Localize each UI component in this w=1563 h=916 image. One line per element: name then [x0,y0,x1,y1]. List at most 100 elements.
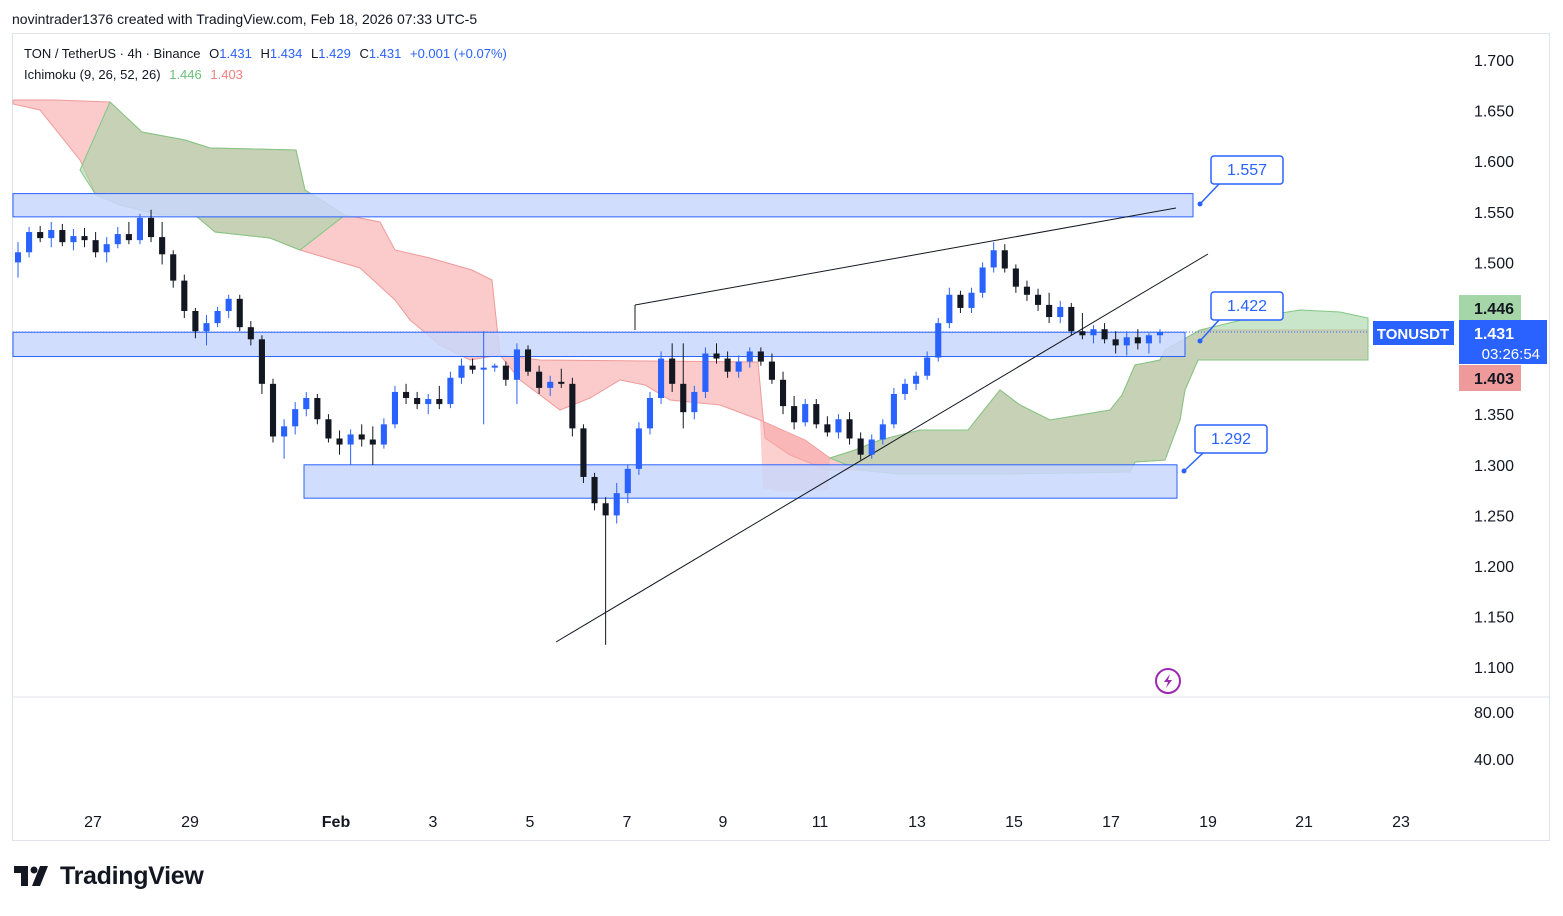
candle [247,321,254,346]
price-tick: 1.200 [1474,559,1514,576]
time-tick: 5 [526,814,535,831]
zone-box-2[interactable] [12,331,1186,358]
candle [292,402,299,435]
ohlc-close: C1.431 [359,46,402,61]
candle [1012,264,1019,293]
candle-body [258,339,265,384]
candle-body [1145,335,1152,344]
span-a-tag [1459,295,1521,321]
candle-body [147,217,155,238]
candle-body [26,232,33,253]
candle-body [602,503,609,516]
candle-body [380,424,387,445]
candle [824,416,831,437]
candle [968,287,975,313]
callout-label: 1.422 [1227,298,1267,315]
bar-countdown: 03:26:54 [1482,346,1540,363]
symbol-tag-text: TONUSDT [1377,326,1449,343]
candle-body [269,383,277,437]
candle [547,375,554,396]
candle [114,226,121,249]
tradingview-logo[interactable]: TradingView [14,862,204,891]
alert-icon[interactable] [1155,668,1181,694]
candle-body [901,383,909,394]
candle [735,355,742,378]
candle-body [48,230,55,239]
candle [979,262,986,298]
time-tick: 23 [1392,814,1410,831]
candle [779,371,787,415]
candle [1034,288,1042,311]
legend-symbol[interactable]: TON / TetherUS · 4h · Binance [24,46,201,61]
candle [214,306,221,328]
candle-body [824,424,831,433]
cloud-bull-1 [79,101,346,251]
candle-body [192,310,199,332]
symbol-tag[interactable] [1373,321,1454,345]
candle [646,391,654,435]
candle-body [669,358,676,384]
candle [403,383,410,405]
candle-body [702,353,709,392]
callout-label: 1.557 [1227,162,1267,179]
zone-box-3[interactable] [303,464,1178,499]
candle [924,351,931,380]
time-tick: 15 [1005,814,1023,831]
current-price-value: 1.431 [1474,326,1514,343]
candle-body [236,298,243,328]
price-callout-3[interactable]: 1.292 [1181,424,1268,474]
candle-body [502,365,509,380]
trendline-lower[interactable] [555,253,1209,643]
candle-body [114,234,121,245]
tradingview-logo-icon [14,865,48,886]
candle [569,377,576,437]
zone-box-1[interactable] [12,193,1194,218]
candle-body [403,391,410,399]
candle [92,232,99,258]
time-tick: 27 [84,814,102,831]
candle-body [159,237,166,255]
candle [436,385,443,410]
current-price-tag [1459,320,1547,364]
indicator-value-2: 1.403 [210,67,243,82]
candle [702,347,709,399]
candle-body [691,391,698,413]
candle [624,464,631,504]
time-tick: 29 [181,814,199,831]
oscillator-tick: 40.00 [1474,752,1514,769]
candle [447,371,454,409]
time-tick: 13 [908,814,926,831]
candle-body [136,217,144,241]
candle [1057,300,1064,324]
candle-body [247,327,254,340]
candle-body [480,367,487,370]
candle [380,418,387,449]
candle [613,483,620,524]
callout-anchor [1197,201,1203,207]
price-callout-2[interactable]: 1.422 [1197,291,1284,344]
candle-body [536,371,543,388]
candle-body [447,377,454,405]
indicator-name[interactable]: Ichimoku (9, 26, 52, 26) [24,67,161,82]
candle [901,378,909,401]
candle [1046,292,1053,324]
candle [502,361,509,386]
candle-body [635,428,642,469]
span-b-value: 1.403 [1474,371,1514,388]
candle [1001,244,1008,273]
candle-body [1012,268,1019,287]
price-callout-1[interactable]: 1.557 [1197,155,1284,207]
ichimoku-cloud [12,99,1369,492]
time-tick: 17 [1102,814,1120,831]
candle-body [913,375,920,384]
ohlc-change: +0.001 (+0.07%) [410,46,507,61]
callout-pointer [1199,319,1220,342]
candle [669,343,676,392]
trendlines[interactable] [555,207,1209,643]
price-tick: 1.150 [1474,610,1514,627]
candle [1134,329,1141,350]
candle [558,368,565,388]
callout-anchor [1181,468,1187,474]
trendline-upper[interactable] [634,207,1177,306]
